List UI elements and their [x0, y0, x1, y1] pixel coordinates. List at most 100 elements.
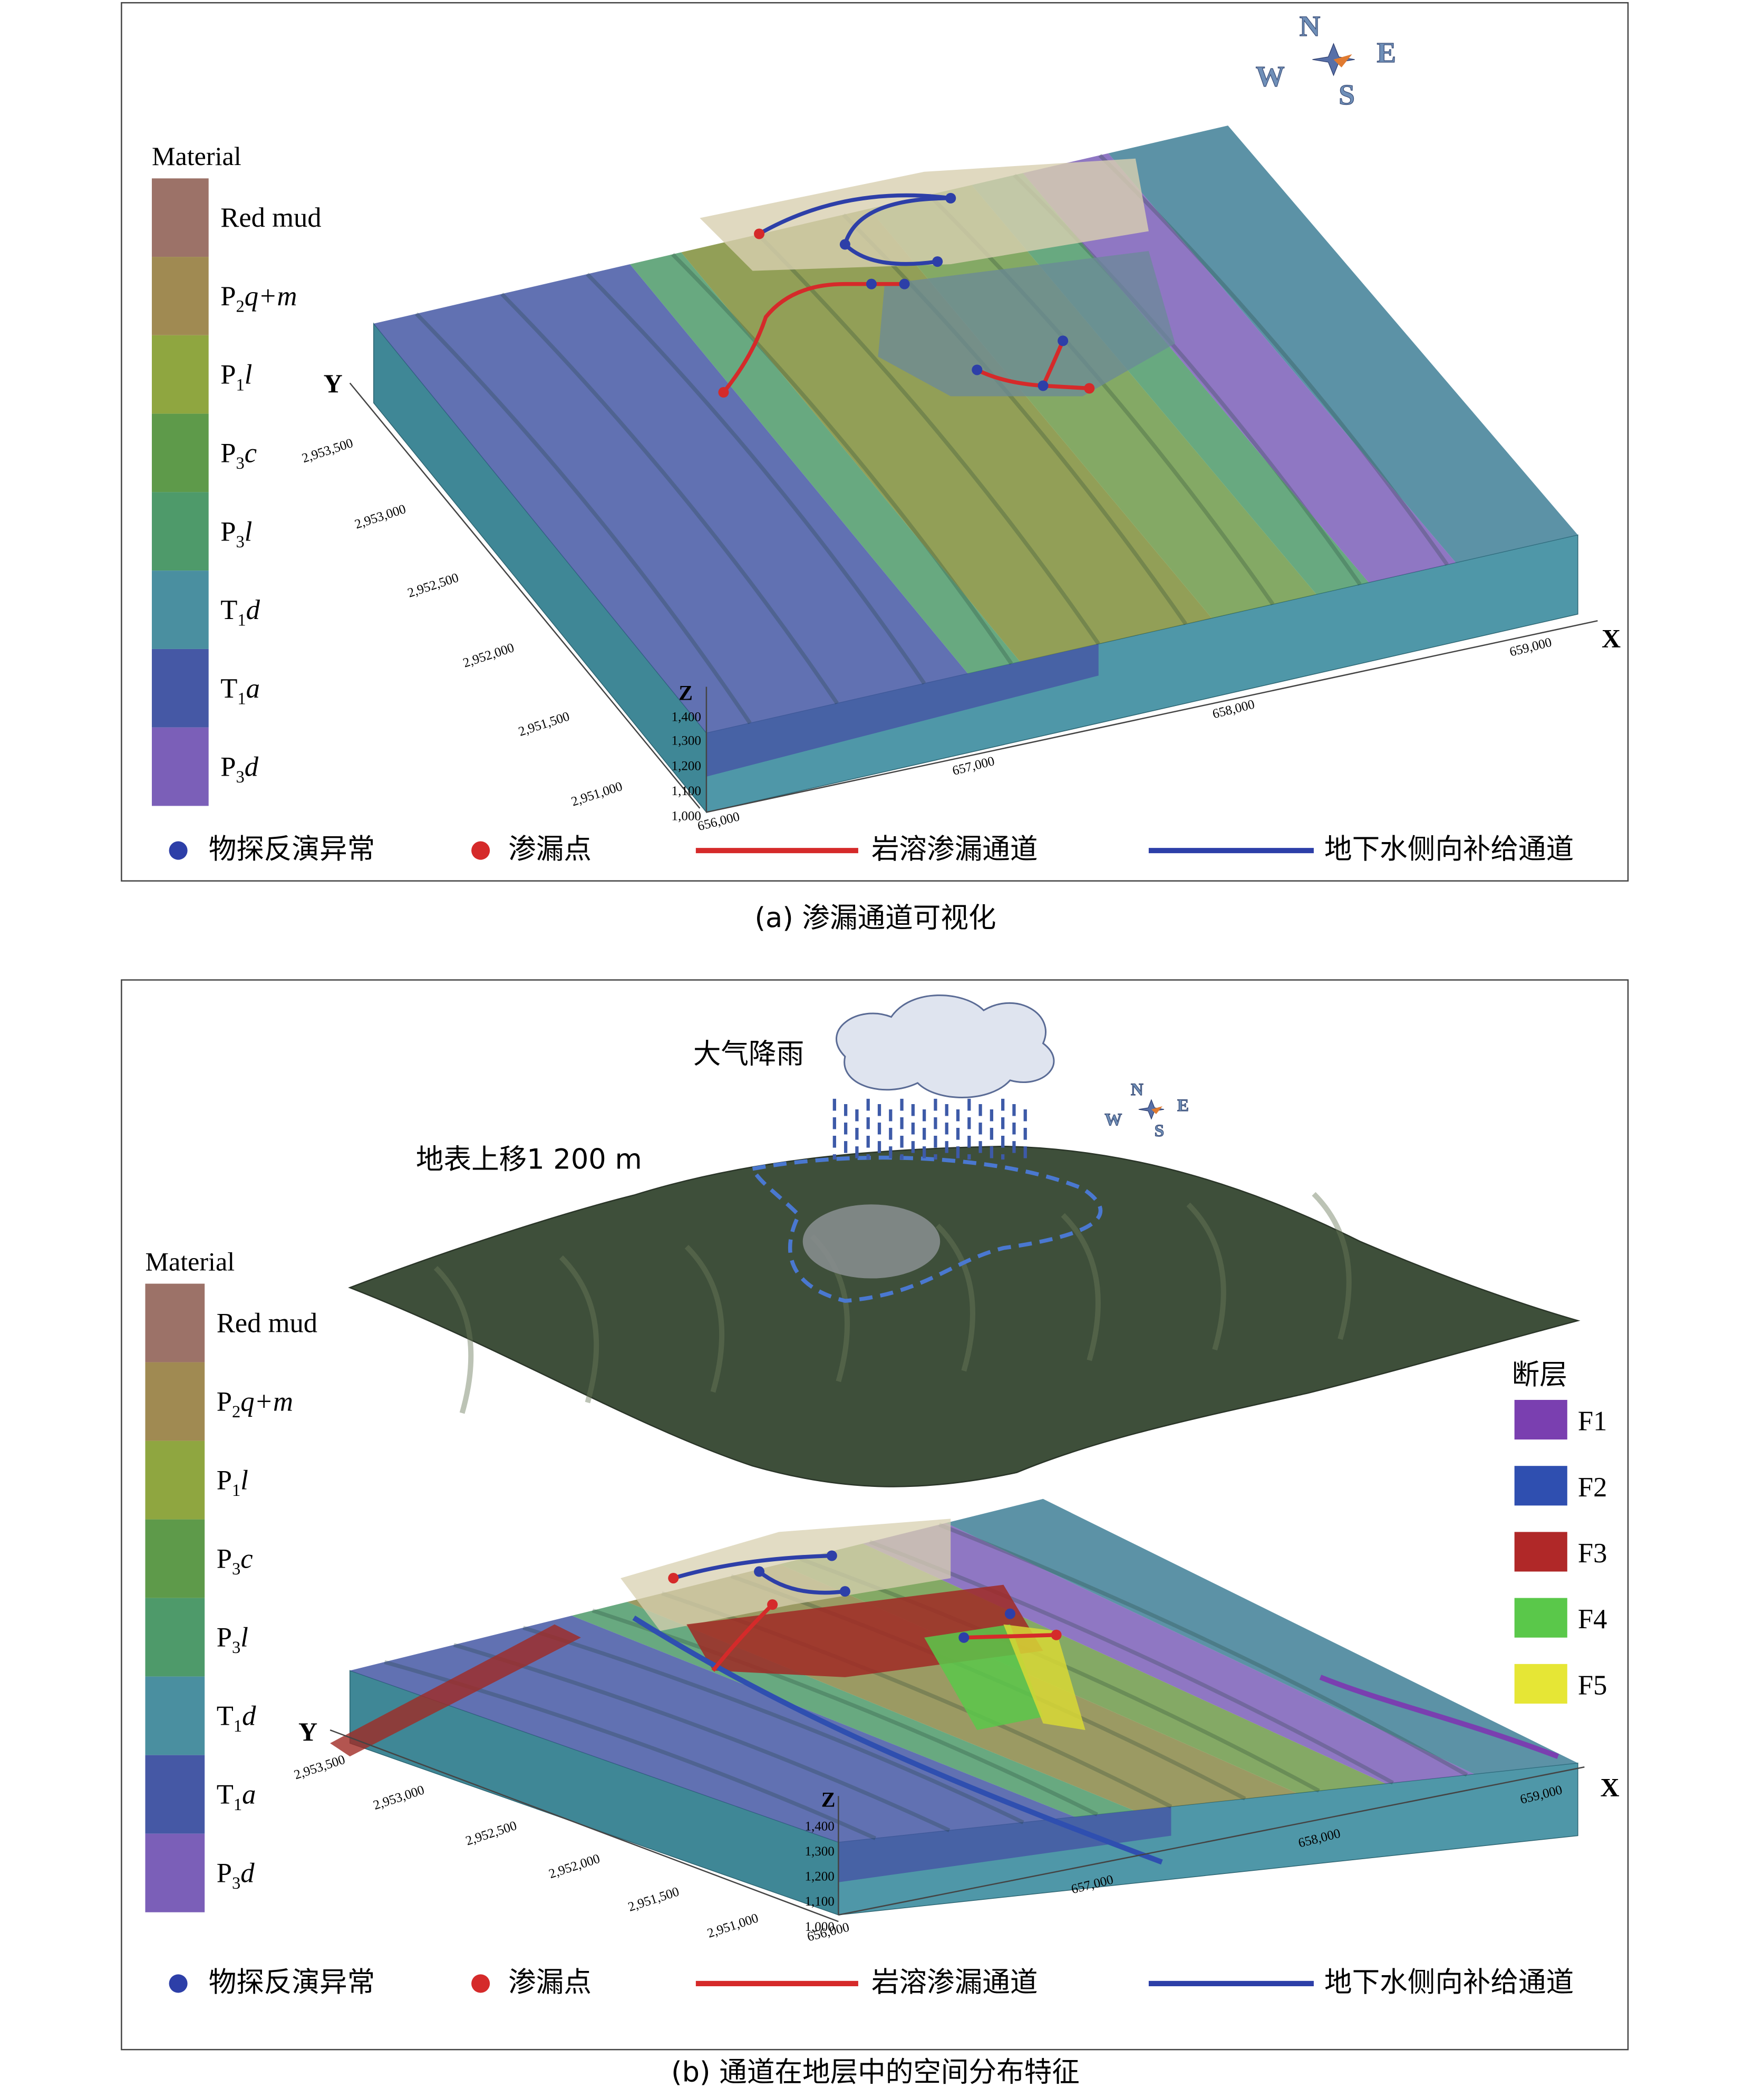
key-label: 地下水侧向补给通道	[1324, 1966, 1574, 1998]
compass-n: N	[1300, 10, 1321, 42]
legend-label: P3c	[217, 1544, 253, 1579]
anomaly-point	[839, 1586, 850, 1597]
legend-swatch	[152, 727, 209, 806]
key-label: 渗漏点	[508, 833, 592, 865]
legend-label: T1d	[217, 1701, 256, 1736]
label-rest: c	[240, 1544, 253, 1574]
legend-label: P1l	[217, 1465, 248, 1501]
legend-label: P2q+m	[220, 281, 297, 316]
legend-swatch	[152, 492, 209, 571]
label-sub: 1	[236, 375, 245, 394]
z-tick-label: 1,000	[672, 809, 701, 823]
y-tick-label: 2,951,000	[569, 779, 624, 809]
blue-channel	[673, 1553, 846, 1595]
legend-swatch	[152, 178, 209, 257]
leak-point	[754, 228, 765, 239]
label-sub: 3	[236, 454, 245, 473]
caption: (a) 渗漏通道可视化	[754, 902, 996, 934]
anomaly-point	[866, 278, 877, 289]
legend-title: Material	[145, 1247, 235, 1277]
terrain-ridge	[592, 1608, 1098, 1816]
legend-swatch	[145, 1833, 205, 1912]
label-sub: 3	[236, 768, 245, 787]
label-sub: 3	[232, 1638, 240, 1657]
z-tick-label: 1,300	[672, 734, 701, 748]
geologic-block	[349, 1499, 1578, 1916]
compass-e: E	[1377, 36, 1396, 69]
red-mud-zone	[700, 158, 1149, 271]
legend-swatch	[152, 649, 209, 728]
compass: N ES W	[1255, 9, 1397, 111]
key-label: 渗漏点	[508, 1966, 592, 1998]
label-rest: a	[242, 1780, 256, 1810]
block-front-band	[706, 644, 1099, 777]
legend-swatch	[145, 1676, 205, 1755]
y-axis	[349, 382, 701, 809]
compass: N ES W	[1104, 1080, 1189, 1140]
x-axis-label: X	[1600, 1772, 1619, 1802]
z-axis-label: Z	[679, 681, 693, 705]
leak-point	[1084, 383, 1095, 394]
faults-title: 断层	[1512, 1359, 1567, 1391]
legend-swatch	[145, 1441, 205, 1520]
label-rest: q+m	[240, 1387, 293, 1417]
label-sub: 2	[232, 1403, 240, 1422]
y-axis	[329, 1729, 839, 1922]
label-base: P	[217, 1544, 232, 1574]
leak-point	[718, 387, 729, 398]
stratum-band	[862, 1523, 1475, 1784]
label-base: P	[220, 438, 236, 469]
y-tick-label: 2,951,000	[705, 1911, 760, 1941]
terrain-ridge	[842, 213, 1188, 625]
label-rest: a	[246, 673, 260, 704]
legend-swatch	[152, 413, 209, 492]
label-rest: l	[240, 1465, 248, 1496]
compass-w: W	[1104, 1110, 1122, 1129]
surface-ridge	[935, 1223, 975, 1372]
stratum-band	[350, 1616, 1075, 1842]
label-sub: 3	[232, 1560, 240, 1579]
legend-swatch	[145, 1519, 205, 1598]
surface-ridge	[684, 1244, 725, 1393]
label-sub: 1	[237, 611, 246, 630]
legend-label: Red mud	[217, 1308, 317, 1339]
y-tick-label: 2,951,500	[626, 1884, 681, 1915]
compass-n: N	[1131, 1080, 1143, 1099]
compass-star-accent	[1151, 1106, 1162, 1114]
z-tick-label: 1,000	[805, 1920, 835, 1934]
key-leak-dot	[471, 1974, 490, 1993]
fault-label: F1	[1578, 1406, 1607, 1437]
terrain-ridge	[869, 1540, 1394, 1785]
legend-title: Material	[152, 141, 241, 171]
label-base: Red mud	[220, 202, 321, 233]
fault-label: F3	[1578, 1538, 1607, 1569]
terrain-ridge	[522, 1626, 1024, 1824]
key-label: 岩溶渗漏通道	[871, 1966, 1038, 1998]
legend-swatch	[145, 1283, 205, 1362]
terrain-ridge	[938, 1523, 1468, 1777]
y-tick-label: 2,953,000	[353, 502, 408, 532]
label-sub: 1	[234, 1717, 242, 1736]
leak-point	[668, 1573, 679, 1584]
legend-label: T1d	[220, 595, 260, 630]
y-axis-label: Y	[298, 1717, 317, 1746]
fault-swatch	[1514, 1532, 1567, 1572]
label-base: P	[217, 1622, 232, 1653]
compass-s: S	[1339, 79, 1355, 111]
z-tick-label: 1,100	[672, 784, 701, 798]
legend-label: Red mud	[220, 202, 321, 233]
fault-f1-trace	[1319, 1675, 1559, 1759]
x-axis-label: X	[1602, 623, 1621, 653]
label-sub: 2	[236, 297, 245, 316]
catchment-outline	[749, 1155, 1103, 1303]
surface-ridge	[559, 1255, 599, 1404]
y-tick-label: 2,952,500	[406, 571, 461, 601]
surface-ridge	[433, 1265, 474, 1414]
terrain-ridge	[586, 273, 926, 685]
surface-pond	[802, 1204, 941, 1279]
legend-label: P2q+m	[217, 1387, 293, 1422]
fault-f2-trace	[632, 1615, 1163, 1865]
legend-label: T1a	[220, 673, 260, 709]
stratum-band	[373, 264, 968, 733]
z-tick-label: 1,100	[805, 1894, 835, 1909]
